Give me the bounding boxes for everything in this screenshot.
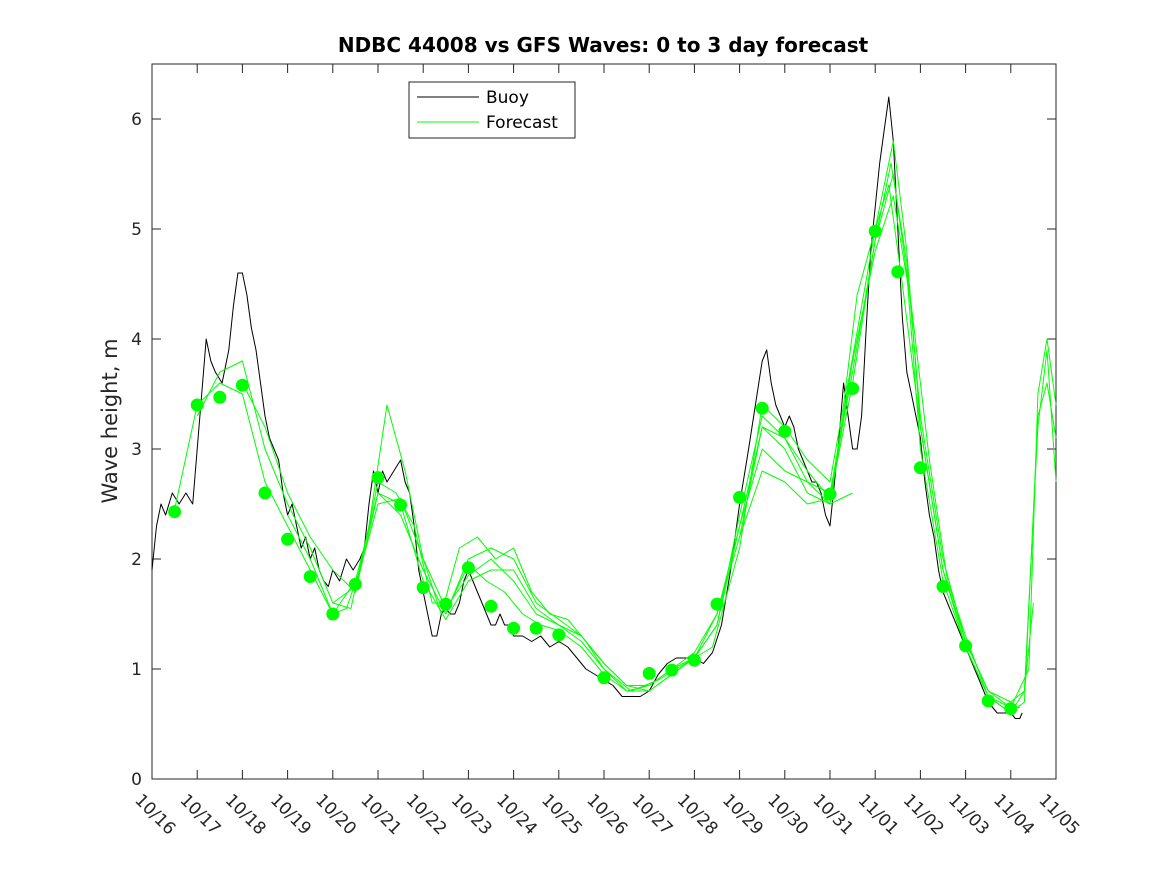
x-tick-label: 10/26 xyxy=(582,790,631,839)
forecast-marker xyxy=(439,597,453,611)
x-tick-label: 10/27 xyxy=(628,790,677,839)
forecast-markers xyxy=(168,224,1018,716)
forecast-line xyxy=(739,140,1034,714)
x-tick-label: 10/28 xyxy=(673,790,722,839)
x-tick-label: 11/01 xyxy=(854,790,903,839)
forecast-marker xyxy=(891,265,905,279)
forecast-marker xyxy=(529,621,543,635)
x-tick-label: 10/16 xyxy=(130,790,179,839)
forecast-marker xyxy=(981,694,995,708)
forecast-marker xyxy=(936,580,950,593)
x-tick-label: 10/21 xyxy=(356,790,405,839)
x-tick-label: 11/04 xyxy=(989,790,1038,839)
x-tick-label: 10/30 xyxy=(763,790,812,839)
y-tick-label: 5 xyxy=(131,220,142,240)
forecast-marker xyxy=(258,486,272,500)
y-tick-label: 4 xyxy=(131,330,142,350)
x-tick-label: 10/18 xyxy=(221,790,270,839)
x-tick-label: 10/20 xyxy=(311,790,360,839)
buoy-series xyxy=(151,96,1023,719)
forecast-marker xyxy=(235,378,249,392)
forecast-marker xyxy=(326,607,340,621)
forecast-marker xyxy=(778,424,792,438)
forecast-marker xyxy=(597,671,611,685)
forecast-marker xyxy=(416,581,430,595)
x-tick-label: 10/31 xyxy=(808,790,857,839)
forecast-marker xyxy=(959,639,973,653)
legend-box xyxy=(408,81,576,139)
forecast-marker xyxy=(1004,702,1018,716)
x-tick-label: 10/25 xyxy=(537,790,586,839)
forecast-marker xyxy=(281,532,295,546)
forecast-marker xyxy=(755,401,769,415)
x-tick-labels: 10/1610/1710/1810/1910/2010/2110/2210/23… xyxy=(130,790,1083,839)
forecast-marker xyxy=(190,398,204,412)
x-tick-label: 10/17 xyxy=(176,790,225,839)
x-tick-label: 11/03 xyxy=(944,790,993,839)
forecast-marker xyxy=(823,487,837,501)
forecast-marker xyxy=(665,663,679,677)
plot-frame xyxy=(151,63,1057,780)
forecast-marker xyxy=(710,597,724,611)
x-tick-label: 10/19 xyxy=(266,790,315,839)
y-tick-label: 2 xyxy=(131,550,142,570)
legend-buoy-label: Buoy xyxy=(486,88,529,108)
y-tick-label: 1 xyxy=(131,660,142,680)
forecast-marker xyxy=(642,666,656,680)
y-tick-label: 3 xyxy=(131,440,142,460)
buoy-line xyxy=(151,96,1023,719)
forecast-marker xyxy=(687,653,701,667)
forecast-marker xyxy=(552,628,566,642)
x-tick-label: 11/02 xyxy=(899,790,948,839)
legend-forecast-label: Forecast xyxy=(486,113,558,133)
y-axis-label: Wave height, m xyxy=(98,338,122,503)
forecast-marker xyxy=(371,471,385,485)
x-tick-label: 10/23 xyxy=(447,790,496,839)
forecast-marker xyxy=(846,382,860,395)
forecast-marker xyxy=(348,577,362,591)
y-tick-label: 6 xyxy=(131,110,142,130)
forecast-marker xyxy=(484,599,498,613)
forecast-line xyxy=(332,426,853,692)
x-tick-label: 11/05 xyxy=(1034,790,1083,839)
x-tick-label: 10/22 xyxy=(402,790,451,839)
forecast-marker xyxy=(913,461,927,475)
chart-title: NDBC 44008 vs GFS Waves: 0 to 3 day fore… xyxy=(338,33,869,57)
forecast-marker xyxy=(461,561,475,575)
forecast-marker xyxy=(394,498,408,512)
legend: Buoy Forecast xyxy=(408,81,576,139)
forecast-marker xyxy=(733,490,747,504)
forecast-marker xyxy=(168,505,182,519)
forecast-marker xyxy=(507,621,521,635)
forecast-marker xyxy=(868,224,882,238)
forecast-marker xyxy=(213,390,227,404)
x-tick-label: 10/29 xyxy=(718,790,767,839)
axis-ticks xyxy=(151,64,1057,780)
x-tick-label: 10/24 xyxy=(492,790,541,839)
forecast-marker xyxy=(303,570,317,584)
y-tick-label: 0 xyxy=(131,770,142,790)
y-tick-labels: 0 1 2 3 4 5 6 xyxy=(131,110,142,790)
